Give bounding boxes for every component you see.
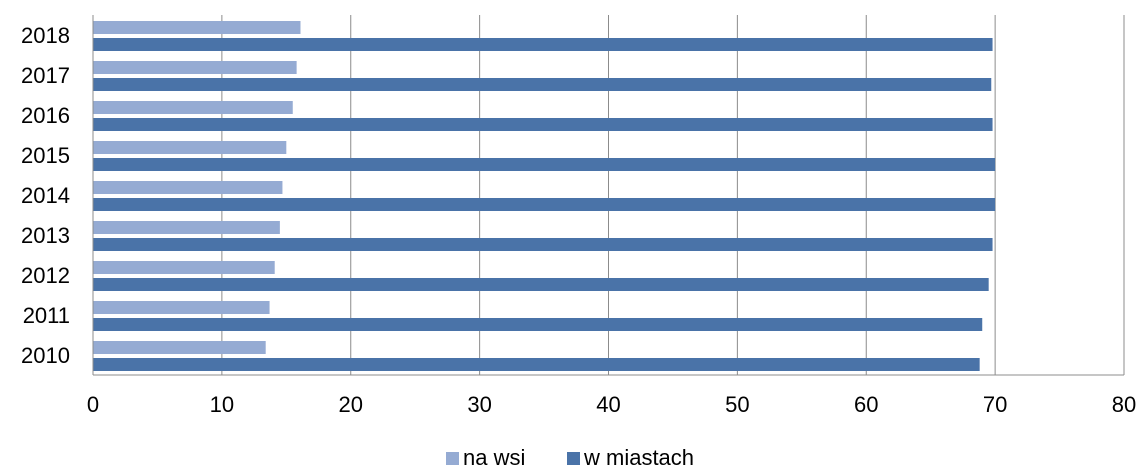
x-tick-label: 50 — [725, 392, 749, 417]
bars — [93, 21, 996, 371]
legend-swatch-w-miastach — [567, 452, 580, 465]
legend-label-w-miastach: w miastach — [583, 445, 694, 470]
y-tick-label: 2012 — [21, 263, 70, 288]
x-tick-label: 0 — [87, 392, 99, 417]
x-tick-label: 30 — [467, 392, 491, 417]
bar-w-miastach-2017 — [93, 78, 992, 91]
bar-w-miastach-2016 — [93, 118, 993, 131]
x-tick-label: 80 — [1112, 392, 1136, 417]
x-tick-label: 20 — [339, 392, 363, 417]
y-tick-label: 2011 — [23, 303, 70, 328]
axes — [92, 15, 1124, 376]
gridlines — [221, 15, 1125, 375]
y-tick-label: 2017 — [21, 63, 70, 88]
y-tick-label: 2016 — [21, 103, 70, 128]
bar-na-wsi-2010 — [93, 341, 266, 354]
y-tick-label: 2015 — [21, 143, 70, 168]
bar-na-wsi-2016 — [93, 101, 293, 114]
bar-na-wsi-2012 — [93, 261, 275, 274]
bar-na-wsi-2011 — [93, 301, 270, 314]
bar-w-miastach-2011 — [93, 318, 983, 331]
bar-w-miastach-2014 — [93, 198, 996, 211]
bar-na-wsi-2018 — [93, 21, 301, 34]
bar-w-miastach-2010 — [93, 358, 980, 371]
bar-w-miastach-2018 — [93, 38, 993, 51]
x-tick-label: 10 — [210, 392, 234, 417]
bar-na-wsi-2014 — [93, 181, 283, 194]
bar-na-wsi-2015 — [93, 141, 287, 154]
legend-label-na-wsi: na wsi — [463, 445, 525, 470]
bar-w-miastach-2013 — [93, 238, 993, 251]
bar-na-wsi-2013 — [93, 221, 280, 234]
x-axis-tick-labels: 0 10 20 30 40 50 60 70 80 — [87, 392, 1136, 417]
x-tick-label: 60 — [854, 392, 878, 417]
y-tick-label: 2010 — [21, 343, 70, 368]
y-tick-label: 2014 — [21, 183, 70, 208]
legend-swatch-na-wsi — [446, 452, 459, 465]
y-tick-label: 2018 — [21, 23, 70, 48]
legend: na wsi w miastach — [446, 445, 694, 470]
y-axis-tick-labels: 2010 2011 2012 2013 2014 2015 2016 2017 2018 — [21, 23, 70, 368]
bar-w-miastach-2012 — [93, 278, 989, 291]
y-tick-label: 2013 — [21, 223, 70, 248]
bar-w-miastach-2015 — [93, 158, 996, 171]
x-tick-label: 70 — [983, 392, 1007, 417]
bar-na-wsi-2017 — [93, 61, 297, 74]
x-tick-label: 40 — [596, 392, 620, 417]
